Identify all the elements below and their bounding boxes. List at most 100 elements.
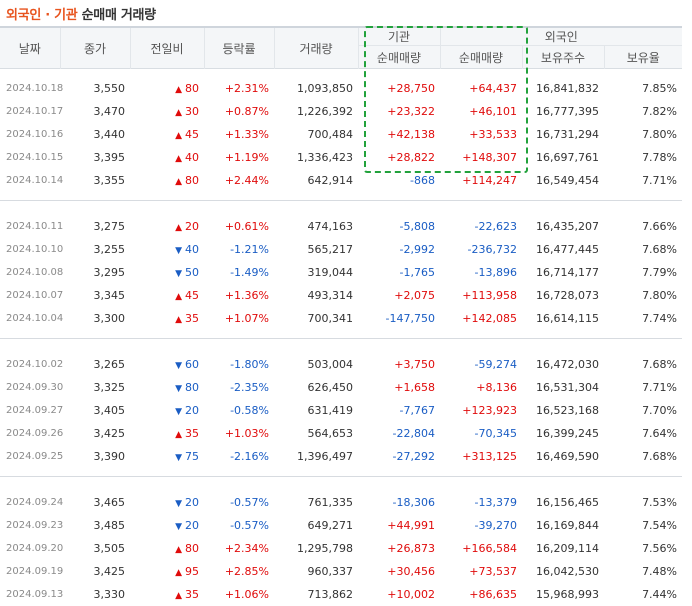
change-cell: ▲45 xyxy=(130,123,204,146)
holdings-cell: 16,469,590 xyxy=(522,445,604,468)
change-cell: ▼80 xyxy=(130,376,204,399)
inst-net-cell: -7,767 xyxy=(358,399,440,422)
change-value: 80 xyxy=(185,542,199,555)
inst-net-cell: -22,804 xyxy=(358,422,440,445)
change-value: 20 xyxy=(185,404,199,417)
inst-net-cell: +2,075 xyxy=(358,284,440,307)
close-cell: 3,425 xyxy=(60,560,130,583)
date-cell: 2024.10.18 xyxy=(0,77,60,100)
rate-cell: +2.34% xyxy=(204,537,274,560)
table-header: 날짜 종가 전일비 등락률 거래량 기관 외국인 순매매량 순매매량 보유주수 … xyxy=(0,27,682,69)
hold-ratio-cell: 7.74% xyxy=(604,307,682,330)
change-cell: ▲40 xyxy=(130,146,204,169)
triangle-down-icon: ▼ xyxy=(175,407,182,417)
date-cell: 2024.10.08 xyxy=(0,261,60,284)
triangle-up-icon: ▲ xyxy=(175,223,182,233)
header-institution: 기관 xyxy=(358,27,440,46)
inst-net-cell: +28,750 xyxy=(358,77,440,100)
change-value: 20 xyxy=(185,519,199,532)
frgn-net-cell: -13,379 xyxy=(440,491,522,514)
change-cell: ▼50 xyxy=(130,261,204,284)
close-cell: 3,295 xyxy=(60,261,130,284)
holdings-cell: 16,697,761 xyxy=(522,146,604,169)
close-cell: 3,390 xyxy=(60,445,130,468)
investor-trading-table: 날짜 종가 전일비 등락률 거래량 기관 외국인 순매매량 순매매량 보유주수 … xyxy=(0,26,682,606)
frgn-net-cell: -70,345 xyxy=(440,422,522,445)
close-cell: 3,355 xyxy=(60,169,130,192)
inst-net-cell: -1,765 xyxy=(358,261,440,284)
hold-ratio-cell: 7.68% xyxy=(604,353,682,376)
frgn-net-cell: -236,732 xyxy=(440,238,522,261)
change-value: 35 xyxy=(185,312,199,325)
header-frgn-net: 순매매량 xyxy=(440,46,522,69)
frgn-net-cell: +123,923 xyxy=(440,399,522,422)
header-close: 종가 xyxy=(60,27,130,69)
triangle-up-icon: ▲ xyxy=(175,591,182,601)
date-cell: 2024.09.27 xyxy=(0,399,60,422)
header-rate: 등락률 xyxy=(204,27,274,69)
group-spacer xyxy=(0,477,682,491)
section-title: 외국인 · 기관 순매매 거래량 xyxy=(6,4,156,22)
rate-cell: -0.58% xyxy=(204,399,274,422)
volume-cell: 700,341 xyxy=(274,307,358,330)
inst-net-cell: +23,322 xyxy=(358,100,440,123)
change-value: 40 xyxy=(185,151,199,164)
frgn-net-cell: +8,136 xyxy=(440,376,522,399)
date-cell: 2024.10.14 xyxy=(0,169,60,192)
volume-cell: 565,217 xyxy=(274,238,358,261)
triangle-up-icon: ▲ xyxy=(175,154,182,164)
rate-cell: +1.03% xyxy=(204,422,274,445)
rate-cell: +2.44% xyxy=(204,169,274,192)
frgn-net-cell: +114,247 xyxy=(440,169,522,192)
change-value: 80 xyxy=(185,82,199,95)
change-cell: ▼75 xyxy=(130,445,204,468)
frgn-net-cell: -13,896 xyxy=(440,261,522,284)
frgn-net-cell: +148,307 xyxy=(440,146,522,169)
close-cell: 3,405 xyxy=(60,399,130,422)
header-hold-ratio: 보유율 xyxy=(604,46,682,69)
rate-cell: -1.80% xyxy=(204,353,274,376)
holdings-cell: 16,523,168 xyxy=(522,399,604,422)
group-spacer xyxy=(0,339,682,353)
holdings-cell: 16,169,844 xyxy=(522,514,604,537)
rate-cell: -1.21% xyxy=(204,238,274,261)
date-cell: 2024.09.23 xyxy=(0,514,60,537)
frgn-net-cell: -59,274 xyxy=(440,353,522,376)
header-change: 전일비 xyxy=(130,27,204,69)
header-volume: 거래량 xyxy=(274,27,358,69)
inst-net-cell: -868 xyxy=(358,169,440,192)
hold-ratio-cell: 7.48% xyxy=(604,560,682,583)
holdings-cell: 16,472,030 xyxy=(522,353,604,376)
volume-cell: 564,653 xyxy=(274,422,358,445)
holdings-cell: 16,777,395 xyxy=(522,100,604,123)
close-cell: 3,300 xyxy=(60,307,130,330)
change-cell: ▲80 xyxy=(130,77,204,100)
close-cell: 3,485 xyxy=(60,514,130,537)
header-date: 날짜 xyxy=(0,27,60,69)
close-cell: 3,425 xyxy=(60,422,130,445)
rate-cell: +0.87% xyxy=(204,100,274,123)
group-spacer xyxy=(0,69,682,78)
date-cell: 2024.09.20 xyxy=(0,537,60,560)
change-cell: ▲20 xyxy=(130,215,204,238)
change-cell: ▼20 xyxy=(130,399,204,422)
inst-net-cell: -2,992 xyxy=(358,238,440,261)
triangle-up-icon: ▲ xyxy=(175,430,182,440)
change-cell: ▼60 xyxy=(130,353,204,376)
rate-cell: +1.07% xyxy=(204,307,274,330)
inst-net-cell: -147,750 xyxy=(358,307,440,330)
triangle-up-icon: ▲ xyxy=(175,177,182,187)
holdings-cell: 16,156,465 xyxy=(522,491,604,514)
volume-cell: 493,314 xyxy=(274,284,358,307)
frgn-net-cell: +46,101 xyxy=(440,100,522,123)
close-cell: 3,275 xyxy=(60,215,130,238)
holdings-cell: 16,477,445 xyxy=(522,238,604,261)
rate-cell: +2.31% xyxy=(204,77,274,100)
hold-ratio-cell: 7.71% xyxy=(604,376,682,399)
